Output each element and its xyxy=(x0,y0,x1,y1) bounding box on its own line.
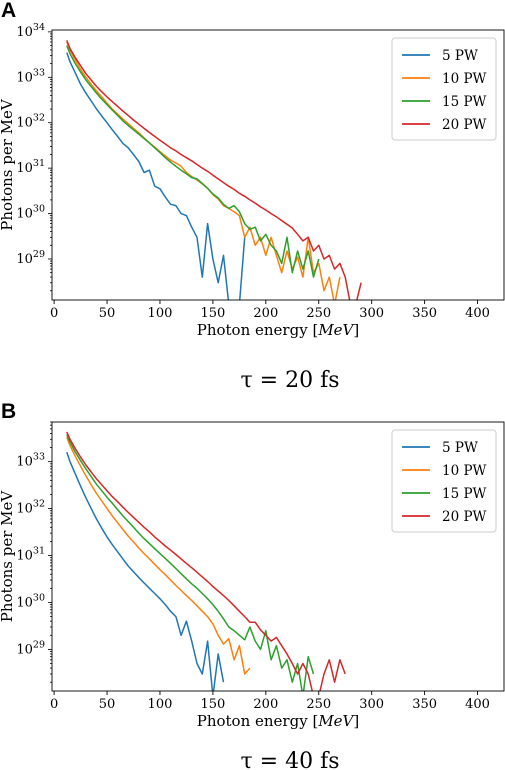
x-tick-label: 350 xyxy=(412,697,437,712)
y-tick-exponent: 29 xyxy=(33,639,45,650)
x-tick-label: 250 xyxy=(306,697,331,712)
panel-b: B 0 50 100 150 200 250 300 350 40010291030103110… xyxy=(0,400,505,770)
series-line-2 xyxy=(66,437,251,675)
series-line-4 xyxy=(66,40,362,300)
x-tick-label: 0 xyxy=(50,697,58,712)
caption-b: τ = 40 fs xyxy=(240,749,339,770)
x-tick-label: 0 xyxy=(50,306,58,321)
legend-label: 5 PW xyxy=(442,440,478,456)
x-tick-label: 200 xyxy=(253,306,278,321)
y-tick-label: 1029 xyxy=(16,249,45,267)
x-tick-label: 350 xyxy=(412,306,437,321)
legend-box xyxy=(391,37,497,141)
y-tick-exponent: 29 xyxy=(33,249,45,260)
y-tick-exponent: 32 xyxy=(33,499,45,510)
legend-label: 15 PW xyxy=(442,486,487,502)
x-tick-label: 200 xyxy=(253,697,278,712)
y-tick-base: 10 xyxy=(16,70,33,85)
y-tick-exponent: 30 xyxy=(33,592,45,603)
series-line-1 xyxy=(66,451,225,691)
x-tick-label: 100 xyxy=(148,306,173,321)
y-tick-base: 10 xyxy=(16,502,33,517)
y-tick-base: 10 xyxy=(16,252,33,267)
panel-a: A 0 50 100 150 200 250 300 350 40010291030103110… xyxy=(0,0,505,393)
plot-frame xyxy=(51,29,505,301)
plot-a: 0 50 100 150 200 250 300 350 4001029103010311032… xyxy=(0,22,505,339)
legend-box xyxy=(391,429,497,533)
x-tick-label: 50 xyxy=(99,306,116,321)
legend-label: 10 PW xyxy=(442,463,487,479)
series-line-1 xyxy=(66,52,246,300)
y-tick-exponent: 32 xyxy=(33,113,45,124)
x-tick-label: 100 xyxy=(148,697,173,712)
y-tick-base: 10 xyxy=(16,116,33,131)
y-tick-label: 1034 xyxy=(16,22,45,40)
y-tick-base: 10 xyxy=(16,549,33,564)
y-tick-base: 10 xyxy=(16,595,33,610)
y-tick-exponent: 33 xyxy=(33,67,45,78)
y-tick-exponent: 34 xyxy=(33,22,45,33)
plot-frame xyxy=(51,421,505,692)
y-tick-label: 1032 xyxy=(16,499,45,517)
y-tick-label: 1033 xyxy=(16,67,45,85)
x-axis-label: Photon energy [MeV] xyxy=(197,712,360,730)
series-line-4 xyxy=(66,431,346,691)
y-tick-base: 10 xyxy=(16,207,33,222)
y-tick-exponent: 30 xyxy=(33,204,45,215)
legend-label: 15 PW xyxy=(442,94,487,110)
x-tick-label: 150 xyxy=(200,306,225,321)
y-tick-label: 1030 xyxy=(16,204,45,222)
panel-letter-a: A xyxy=(1,0,16,22)
x-tick-label: 300 xyxy=(359,306,384,321)
y-axis-label: Photons per MeV xyxy=(0,98,16,231)
y-tick-label: 1030 xyxy=(16,592,45,610)
x-axis-label: Photon energy [MeV] xyxy=(197,321,360,339)
y-tick-base: 10 xyxy=(16,161,33,176)
legend: 5 PW 10 PW 15 PW 20 PW xyxy=(391,37,497,141)
x-tick-label: 300 xyxy=(359,697,384,712)
x-tick-label: 400 xyxy=(465,306,490,321)
legend-label: 5 PW xyxy=(442,48,478,64)
plot-b: 0 50 100 150 200 250 300 350 4001029103010311032… xyxy=(0,421,505,730)
y-tick-label: 1031 xyxy=(16,546,45,564)
x-tick-label: 250 xyxy=(306,306,331,321)
panel-letter-b: B xyxy=(1,400,16,423)
x-tick-label: 150 xyxy=(200,697,225,712)
x-tick-label: 50 xyxy=(99,697,116,712)
y-axis-label: Photons per MeV xyxy=(0,490,16,623)
y-tick-base: 10 xyxy=(16,25,33,40)
caption-a: τ = 20 fs xyxy=(240,368,339,393)
legend: 5 PW 10 PW 15 PW 20 PW xyxy=(391,429,497,533)
y-tick-exponent: 33 xyxy=(33,452,45,463)
legend-label: 20 PW xyxy=(442,117,487,133)
series-line-3 xyxy=(66,45,320,278)
legend-label: 10 PW xyxy=(442,71,487,87)
y-tick-label: 1032 xyxy=(16,113,45,131)
legend-label: 20 PW xyxy=(442,509,487,525)
y-tick-base: 10 xyxy=(16,455,33,470)
series-line-3 xyxy=(66,434,315,691)
y-tick-label: 1029 xyxy=(16,639,45,657)
y-tick-label: 1033 xyxy=(16,452,45,470)
y-tick-base: 10 xyxy=(16,642,33,657)
y-tick-exponent: 31 xyxy=(33,546,45,557)
y-tick-exponent: 31 xyxy=(33,158,45,169)
x-tick-label: 400 xyxy=(465,697,490,712)
y-tick-label: 1031 xyxy=(16,158,45,176)
